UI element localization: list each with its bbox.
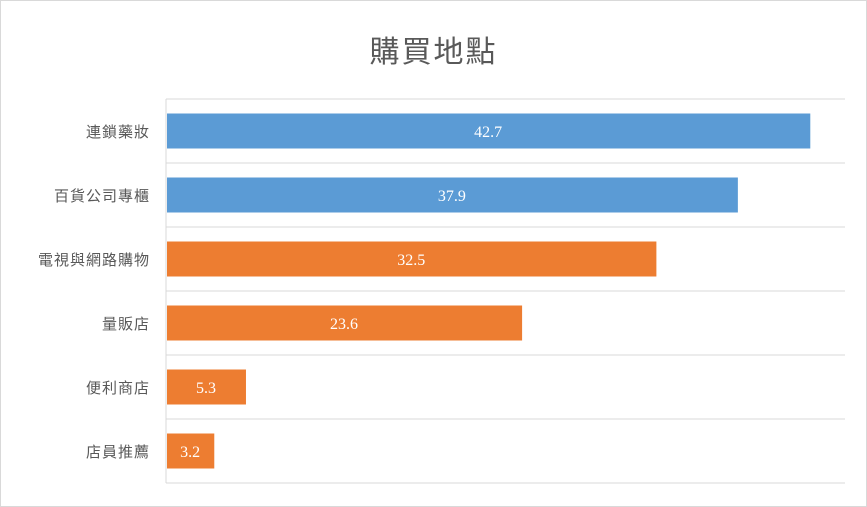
data-label: 42.7 (474, 124, 502, 141)
category-label: 連鎖藥妝 (86, 123, 150, 141)
category-label: 百貨公司專櫃 (54, 187, 150, 205)
category-label: 量販店 (102, 315, 150, 333)
bar (167, 305, 523, 341)
bar (167, 113, 811, 149)
data-label: 37.9 (438, 188, 466, 205)
data-label: 5.3 (196, 380, 216, 397)
bar (167, 369, 246, 405)
category-label: 店員推薦 (86, 443, 150, 461)
category-label: 便利商店 (86, 379, 150, 397)
data-label: 3.2 (180, 444, 200, 461)
data-label: 23.6 (330, 316, 358, 333)
bar (167, 433, 215, 469)
bar (167, 241, 657, 277)
data-label: 32.5 (397, 252, 425, 269)
category-label: 電視與網路購物 (38, 251, 150, 269)
chart-title: 購買地點 (369, 35, 498, 70)
bar (167, 177, 738, 213)
